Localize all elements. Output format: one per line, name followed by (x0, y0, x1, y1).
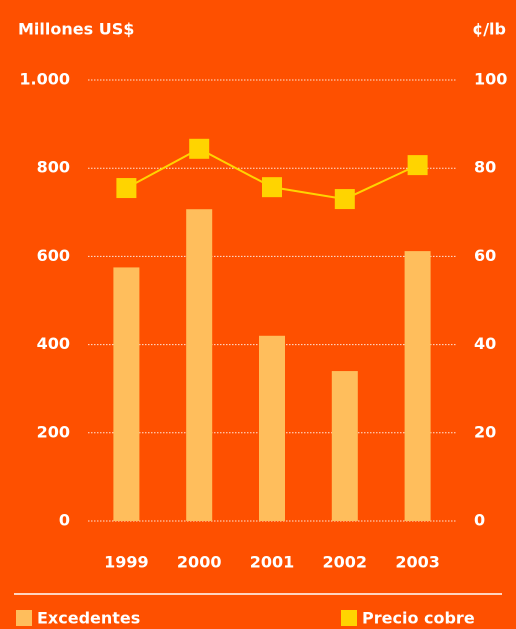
y-tick-label: 1.000 (19, 70, 70, 89)
line-marker (189, 138, 210, 159)
bar (259, 335, 285, 521)
y2-tick-label: 20 (474, 422, 496, 441)
legend-swatch (16, 610, 32, 626)
legend-label: Precio cobre (362, 609, 475, 628)
bar (113, 267, 140, 521)
line-marker (334, 189, 355, 210)
y2-tick-label: 100 (474, 70, 507, 89)
y-tick-label: 800 (37, 158, 70, 177)
y2-tick-label: 60 (474, 246, 496, 265)
y-tick-label: 200 (37, 422, 70, 441)
legend-label: Excedentes (37, 609, 140, 628)
y-tick-label: 600 (37, 246, 70, 265)
line-marker (262, 177, 282, 198)
x-tick-label: 2000 (177, 553, 222, 572)
bar (331, 371, 358, 521)
x-tick-label: 2002 (323, 553, 368, 572)
y2-tick-label: 40 (474, 334, 496, 353)
y2-tick-label: 0 (474, 511, 485, 530)
x-tick-label: 1999 (104, 553, 149, 572)
legend-swatch (341, 610, 357, 626)
y-axis-title: Millones US$ (18, 20, 134, 39)
x-tick-label: 2001 (250, 553, 295, 572)
line-marker (407, 155, 428, 176)
y2-axis-title: ¢/lb (472, 20, 506, 39)
y2-tick-label: 80 (474, 158, 496, 177)
bar (404, 251, 431, 521)
y-tick-label: 0 (59, 511, 70, 530)
bar (186, 209, 213, 521)
line-marker (116, 178, 137, 199)
y-tick-label: 400 (37, 334, 70, 353)
x-tick-label: 2003 (395, 553, 440, 572)
